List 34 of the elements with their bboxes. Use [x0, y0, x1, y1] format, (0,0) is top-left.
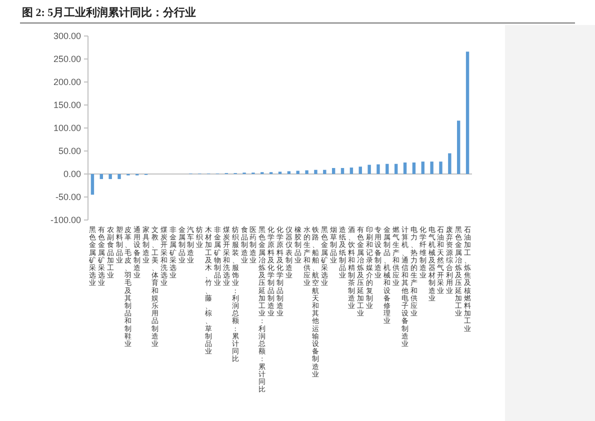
y-tick-label: 300.00: [53, 31, 81, 41]
bar: [412, 162, 416, 174]
y-tick-label: 150.00: [53, 100, 81, 110]
y-tick-label: 0.00: [63, 169, 81, 179]
bar: [287, 171, 291, 174]
bar: [305, 170, 308, 174]
bar: [90, 174, 94, 195]
bar: [430, 162, 434, 174]
bar: [358, 166, 362, 174]
y-tick-label: -50.00: [55, 192, 81, 202]
bar: [368, 164, 371, 174]
bar: [403, 162, 407, 174]
bar: [100, 174, 103, 180]
bar: [439, 162, 442, 174]
bar: [340, 168, 344, 174]
y-tick-label: 200.00: [53, 77, 81, 87]
bar: [323, 170, 326, 174]
bar: [448, 153, 452, 174]
y-tick-label: 100.00: [53, 123, 81, 133]
bar: [466, 52, 470, 174]
y-tick-label: 250.00: [53, 54, 81, 64]
bar: [386, 164, 389, 174]
bar: [108, 174, 112, 180]
y-tick-label: -100.00: [50, 215, 81, 225]
bar: [314, 170, 318, 174]
bar: [421, 162, 424, 174]
chart-title: 图 2: 5月工业利润累计同比：分行业: [22, 6, 196, 19]
bar: [332, 168, 336, 174]
bar: [376, 164, 380, 174]
bar: [457, 120, 460, 174]
bar: [118, 174, 121, 180]
bar: [394, 164, 398, 174]
y-tick-label: 50.00: [58, 146, 81, 156]
bar: [350, 168, 354, 174]
